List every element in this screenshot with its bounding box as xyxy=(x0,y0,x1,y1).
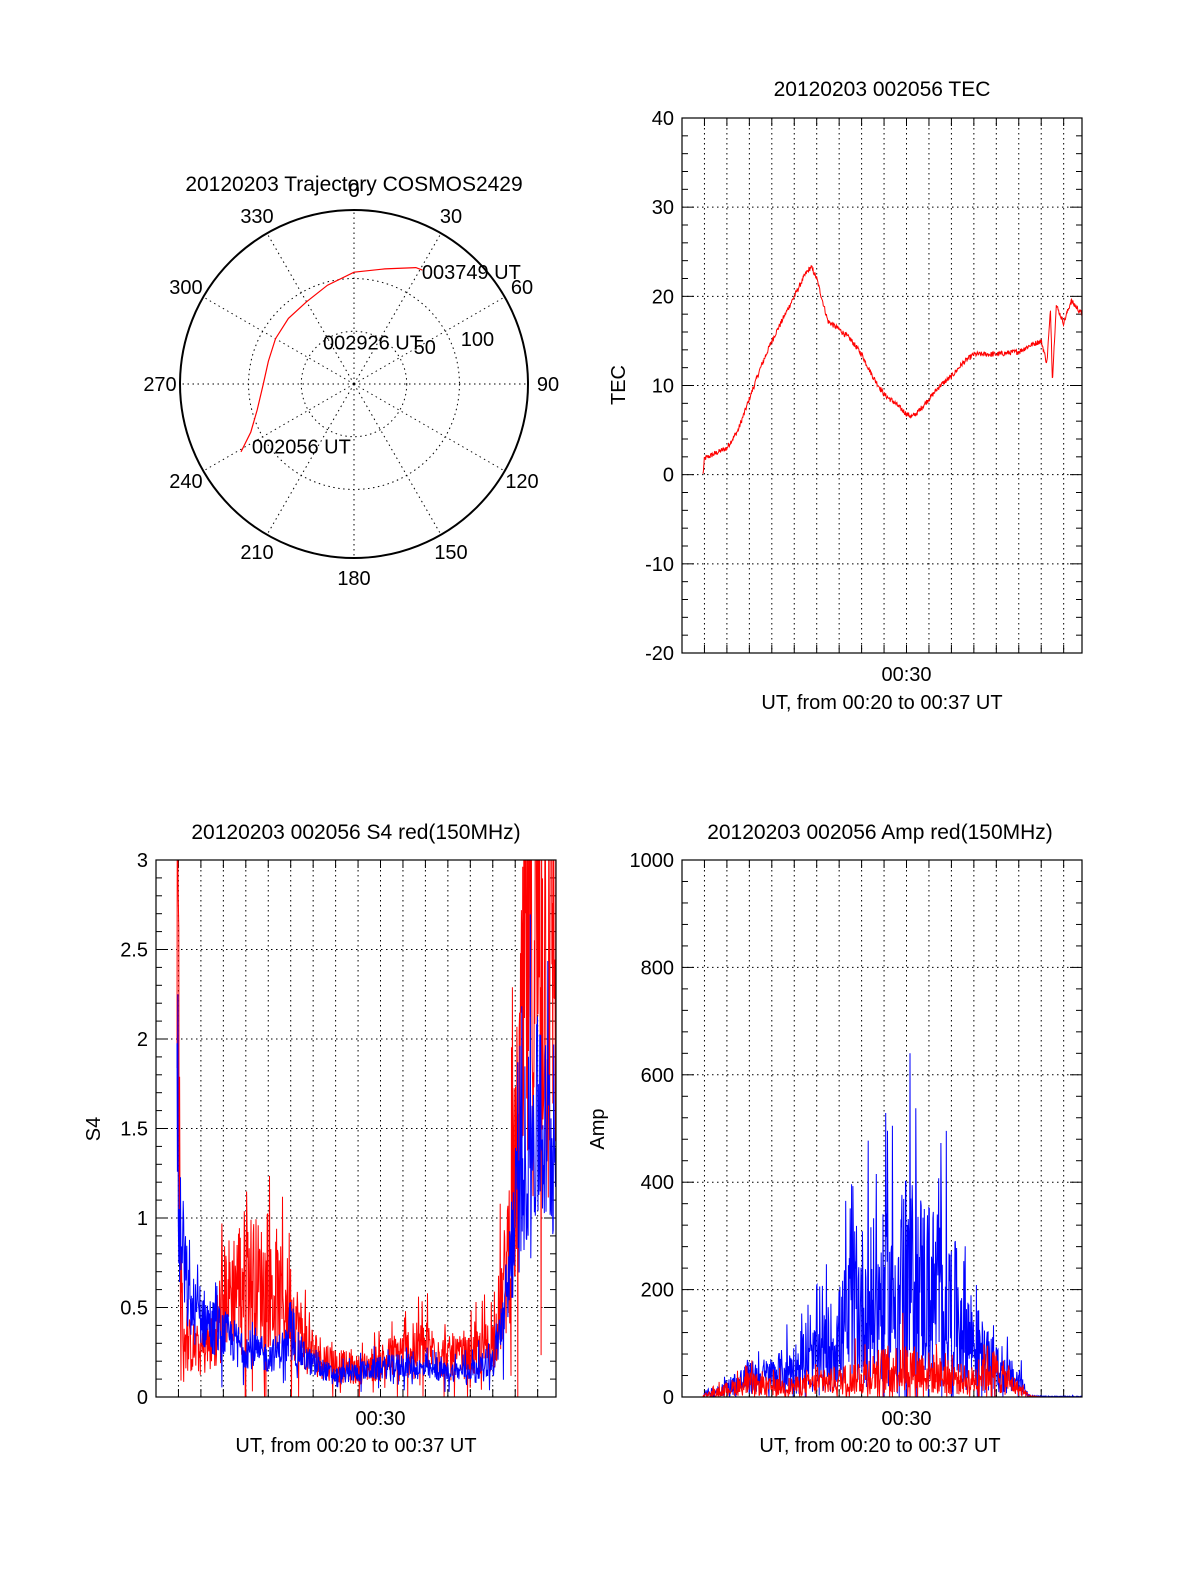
amp-ylabel: Amp xyxy=(587,1108,609,1149)
tec-plot-area: -20 -10 0 10 20 30 40 00:30 xyxy=(645,108,1083,686)
y-tick-label: 3 xyxy=(137,850,148,872)
tec-ylabel: TEC xyxy=(608,365,630,405)
amp-series-line-1 xyxy=(702,1312,1082,1397)
y-tick-label: 2.5 xyxy=(120,940,148,962)
y-tick-label: 400 xyxy=(641,1172,674,1194)
trajectory-title: 20120203 Trajectory COSMOS2429 xyxy=(185,173,522,196)
x-tick-label: 00:30 xyxy=(355,1408,405,1430)
y-tick-label: 10 xyxy=(652,376,674,398)
polar-annotation: 003749 UT xyxy=(422,262,521,284)
polar-spoke xyxy=(266,383,355,535)
polar-spoke xyxy=(203,296,355,385)
polar-az-label: 0 xyxy=(348,180,359,202)
polar-az-label: 90 xyxy=(537,374,559,396)
y-tick-label: 2 xyxy=(137,1029,148,1051)
s4-ylabel: S4 xyxy=(83,1117,105,1141)
amp-xlabel: UT, from 00:20 to 00:37 UT xyxy=(759,1435,1000,1457)
y-tick-label: 1000 xyxy=(630,850,675,872)
y-tick-label: 800 xyxy=(641,957,674,979)
tec-xlabel: UT, from 00:20 to 00:37 UT xyxy=(761,692,1002,714)
amp-panel: 20120203 002056 Amp red(150MHz) UT, from… xyxy=(587,821,1083,1457)
s4-series-line-0 xyxy=(176,860,556,1397)
polar-spoke xyxy=(266,233,355,385)
y-tick-label: 0 xyxy=(663,465,674,487)
polar-spoke xyxy=(353,383,442,535)
y-tick-label: 30 xyxy=(652,197,674,219)
y-tick-label: 0 xyxy=(137,1387,148,1409)
polar-az-label: 150 xyxy=(434,542,467,564)
polar-ring-0 xyxy=(300,330,408,438)
trajectory-panel: 20120203 Trajectory COSMOS2429 0 30 60 90 12… xyxy=(143,173,559,590)
polar-elevation-labels: 50 100 xyxy=(414,329,495,359)
polar-r-label: 100 xyxy=(461,329,494,351)
polar-annotation: 002926 UT xyxy=(323,333,422,355)
polar-spoke xyxy=(353,296,505,385)
y-tick-label: 40 xyxy=(652,108,674,130)
amp-title: 20120203 002056 Amp red(150MHz) xyxy=(707,821,1053,844)
polar-spoke xyxy=(203,383,355,472)
y-tick-label: 20 xyxy=(652,286,674,308)
satellite-track-line xyxy=(240,266,423,453)
polar-annotation: 002056 UT xyxy=(252,437,351,459)
polar-grid xyxy=(179,209,529,559)
y-tick-label: 1.5 xyxy=(120,1119,148,1141)
x-tick-label: 00:30 xyxy=(881,1408,931,1430)
amp-series-line-0 xyxy=(702,1053,1082,1397)
polar-az-label: 180 xyxy=(337,568,370,590)
polar-az-label: 270 xyxy=(143,374,176,396)
tec-panel: 20120203 002056 TEC UT, from 00:20 to 00… xyxy=(608,78,1083,714)
tec-title: 20120203 002056 TEC xyxy=(774,78,991,101)
polar-az-label: 60 xyxy=(511,277,533,299)
y-tick-label: 200 xyxy=(641,1280,674,1302)
polar-az-label: 120 xyxy=(505,471,538,493)
polar-az-label: 240 xyxy=(169,471,202,493)
x-tick-label: 00:30 xyxy=(881,664,931,686)
y-tick-label: 0 xyxy=(663,1387,674,1409)
s4-plot-frame xyxy=(155,859,557,1398)
amp-plot-frame xyxy=(681,859,1083,1398)
y-tick-label: -10 xyxy=(645,554,674,576)
polar-r-label: 50 xyxy=(414,337,436,359)
polar-azimuth-labels: 0 30 60 90 120 150 180 210 240 270 300 330 xyxy=(143,180,559,590)
amp-plot-area: 0 200 400 600 800 1000 00:30 xyxy=(630,850,1083,1430)
polar-az-label: 30 xyxy=(440,206,462,228)
tec-plot-frame xyxy=(681,117,1083,654)
polar-outer-ring xyxy=(179,209,529,559)
y-tick-label: 1 xyxy=(137,1208,148,1230)
s4-series-line-1 xyxy=(176,914,556,1392)
s4-plot-area: 0 0.5 1 1.5 2 2.5 3 00:30 xyxy=(120,850,557,1430)
y-tick-label: -20 xyxy=(645,643,674,665)
y-tick-label: 0.5 xyxy=(120,1298,148,1320)
polar-az-label: 300 xyxy=(169,277,202,299)
y-tick-label: 600 xyxy=(641,1065,674,1087)
s4-panel: 20120203 002056 S4 red(150MHz) UT, from … xyxy=(83,821,557,1457)
polar-spoke xyxy=(353,233,442,385)
tec-series-line-0 xyxy=(702,265,1082,474)
polar-annotations: 003749 UT 002926 UT 002056 UT xyxy=(252,262,521,458)
s4-xlabel: UT, from 00:20 to 00:37 UT xyxy=(235,1435,476,1457)
polar-az-label: 330 xyxy=(240,206,273,228)
polar-spoke xyxy=(353,383,505,472)
s4-title: 20120203 002056 S4 red(150MHz) xyxy=(191,821,520,844)
polar-az-label: 210 xyxy=(240,542,273,564)
